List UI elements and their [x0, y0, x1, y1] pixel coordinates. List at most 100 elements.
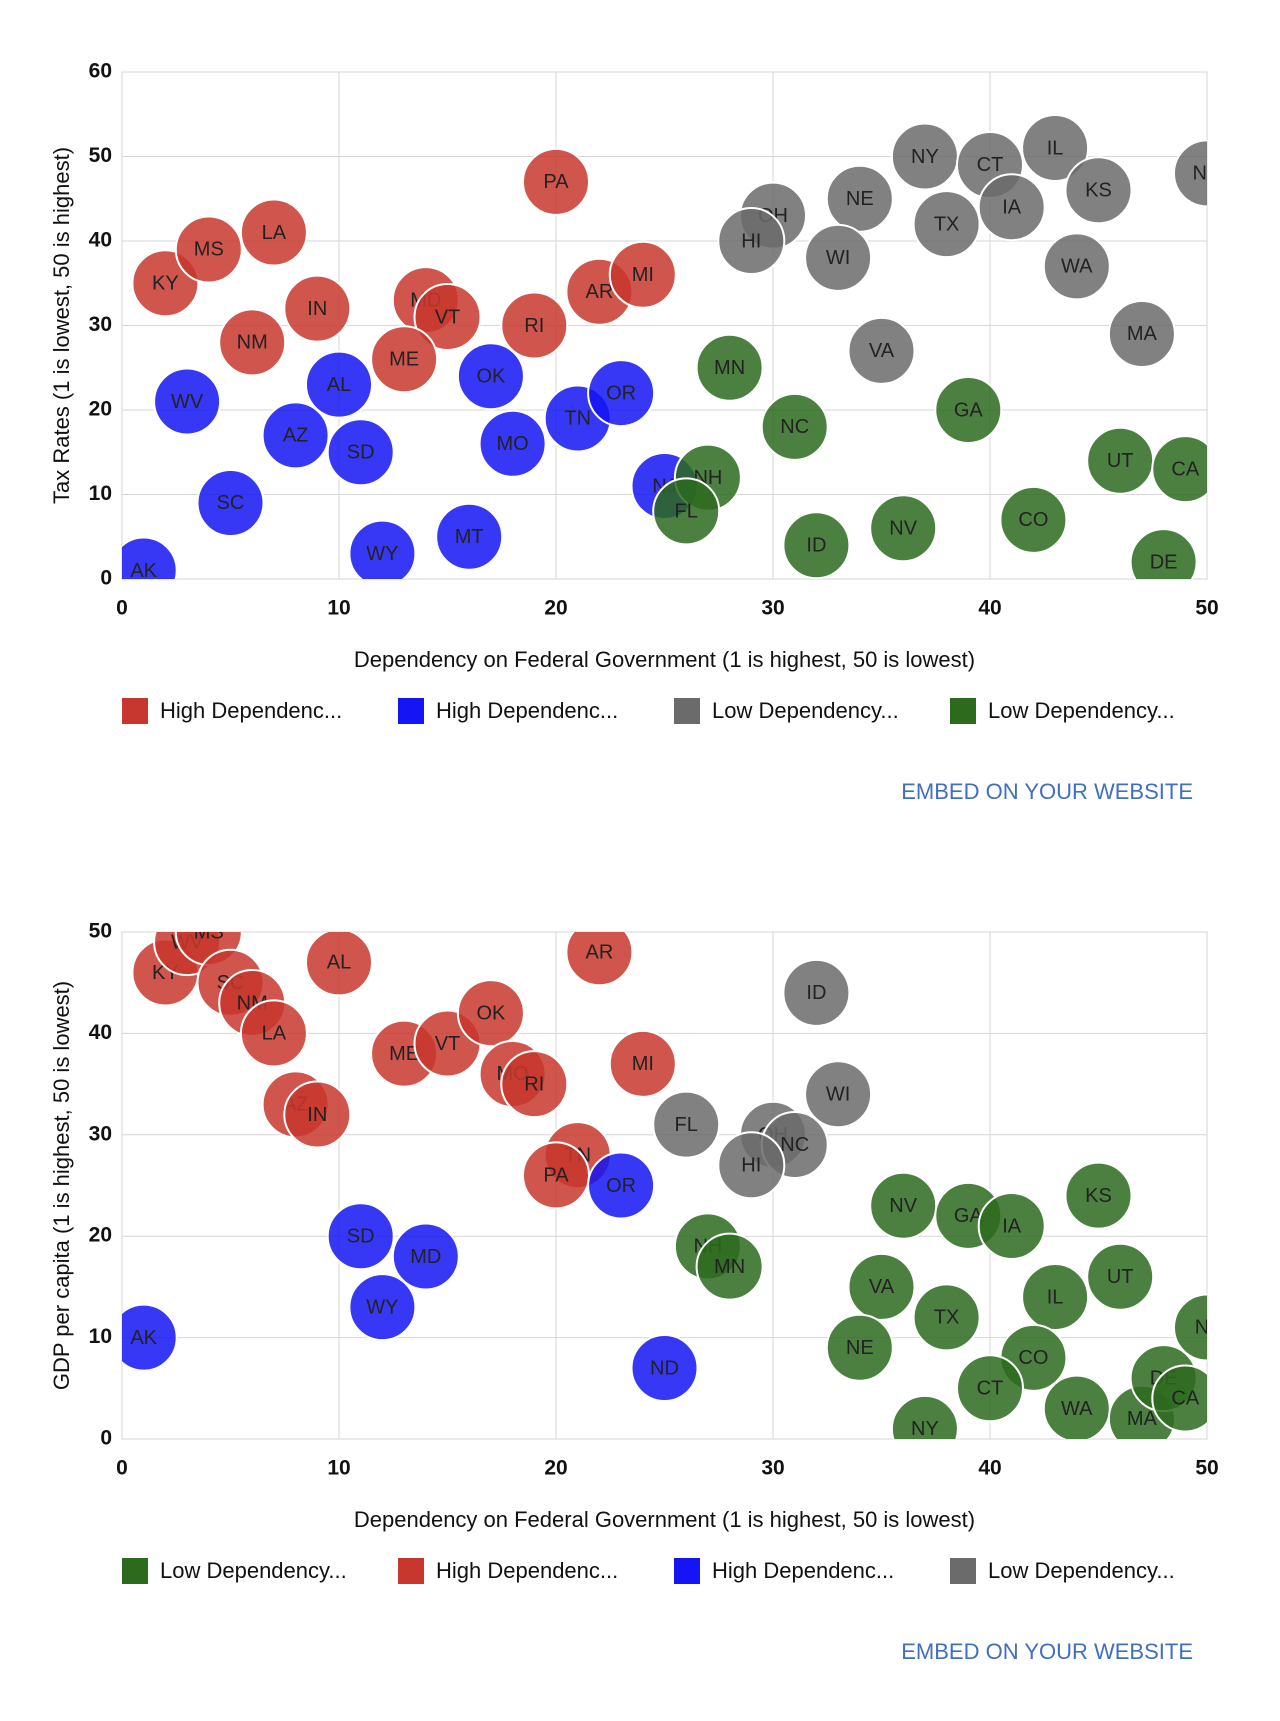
bubble — [587, 359, 656, 428]
y-axis-title: GDP per capita (1 is highest, 50 is lowe… — [49, 981, 74, 1390]
bubble — [435, 502, 504, 571]
bubble-label: NY — [911, 1418, 939, 1440]
legend-swatch — [398, 1558, 424, 1584]
bubble-label: PA — [543, 171, 569, 193]
bubble — [652, 1090, 721, 1159]
bubble-label: WV — [171, 391, 204, 413]
bubble — [326, 418, 395, 487]
bubble — [825, 1313, 894, 1382]
bubble — [912, 1283, 981, 1352]
legend-label: High Dependenc... — [712, 1558, 894, 1583]
bubble — [326, 1202, 395, 1271]
bubble-label: TN — [564, 408, 591, 430]
bubble — [239, 999, 308, 1068]
bubble-label: CO — [1018, 1347, 1048, 1369]
bubble — [608, 1029, 677, 1098]
bubble-label: ND — [1193, 163, 1222, 185]
embed-link[interactable]: EMBED ON YOUR WEBSITE — [901, 1639, 1193, 1664]
y-tick-label: 10 — [89, 1325, 112, 1348]
bubble — [608, 240, 677, 309]
bubble-label: NC — [780, 1134, 809, 1156]
bubble — [391, 1222, 460, 1291]
bubble — [565, 932, 634, 987]
bubble-label: IL — [1047, 137, 1064, 159]
bubble — [305, 350, 373, 419]
bubble-label: GA — [954, 1205, 984, 1227]
y-tick-label: 0 — [100, 567, 112, 590]
bubble — [782, 958, 851, 1027]
bubble-label: NJ — [1195, 1317, 1219, 1339]
bubble — [890, 1394, 959, 1439]
y-tick-label: 50 — [89, 144, 112, 167]
bubble-label: SD — [347, 442, 375, 464]
bubble — [1173, 1293, 1207, 1362]
bubble — [283, 274, 352, 343]
bubble-label: IA — [1002, 1215, 1022, 1237]
bubble-label: AK — [130, 560, 157, 582]
legend-swatch — [122, 1558, 148, 1584]
bubble — [174, 215, 243, 284]
bubble-label: AL — [327, 952, 351, 974]
bubble-label: MI — [632, 1053, 654, 1075]
x-tick-label: 20 — [544, 1457, 567, 1480]
bubble — [305, 932, 373, 997]
bubble-label: MS — [194, 921, 224, 943]
bubble-label: HI — [741, 230, 761, 252]
legend-label: Low Dependency... — [712, 698, 899, 723]
bubble-label: NE — [846, 188, 874, 210]
x-axis-title: Dependency on Federal Government (1 is h… — [354, 1507, 975, 1532]
bubble-label: OR — [606, 1175, 636, 1197]
x-tick-label: 0 — [116, 597, 128, 620]
bubble-label: UT — [1107, 1266, 1134, 1288]
bubble — [912, 190, 981, 259]
bubble-label: NV — [889, 1195, 917, 1217]
bubble-label: RI — [524, 1073, 544, 1095]
bubble-label: WA — [1061, 256, 1093, 278]
bubble — [977, 173, 1046, 242]
legend-label: Low Dependency... — [160, 1558, 347, 1583]
x-tick-label: 50 — [1195, 1457, 1218, 1480]
bubble — [456, 342, 525, 411]
x-tick-label: 50 — [1195, 597, 1218, 620]
bubble-label: MA — [1127, 323, 1158, 345]
bubble-label: MD — [410, 1246, 441, 1268]
bubble — [695, 1232, 764, 1301]
bubble — [956, 1354, 1024, 1423]
bubble-label: VA — [869, 1276, 895, 1298]
bubble-label: MS — [194, 239, 224, 261]
bubble — [587, 1151, 656, 1220]
bubble-label: ID — [806, 534, 826, 556]
bubble-label: TX — [934, 1307, 960, 1329]
bubble-label: GA — [954, 399, 984, 421]
bubble — [239, 198, 308, 267]
bubble — [413, 283, 482, 352]
bubble — [1042, 232, 1111, 301]
bubble — [456, 979, 525, 1048]
bubble-label: WI — [826, 247, 850, 269]
x-tick-label: 30 — [761, 1457, 784, 1480]
bubble-label: VA — [869, 340, 895, 362]
bubble-label: CT — [977, 1378, 1004, 1400]
bubble — [283, 1080, 352, 1149]
embed-link[interactable]: EMBED ON YOUR WEBSITE — [901, 779, 1193, 804]
bubble-label: IL — [1047, 1286, 1064, 1308]
legend-label: High Dependenc... — [436, 698, 618, 723]
bubble — [1086, 1242, 1155, 1311]
y-tick-label: 0 — [100, 1427, 112, 1450]
bubble — [977, 1192, 1046, 1261]
legend-swatch — [398, 698, 424, 724]
x-tick-label: 10 — [327, 597, 350, 620]
bubble-label: IN — [307, 1104, 327, 1126]
legend-label: Low Dependency... — [988, 1558, 1175, 1583]
bubble — [348, 519, 417, 579]
bubble — [847, 1252, 916, 1321]
bubble-label: MN — [714, 357, 745, 379]
bubble-label: AR — [586, 942, 614, 964]
x-tick-label: 10 — [327, 1457, 350, 1480]
bubble-label: SC — [217, 492, 245, 514]
bubble — [348, 1273, 417, 1342]
bubble-label: PA — [543, 1165, 569, 1187]
bubble — [847, 316, 916, 385]
bubble — [261, 401, 330, 470]
